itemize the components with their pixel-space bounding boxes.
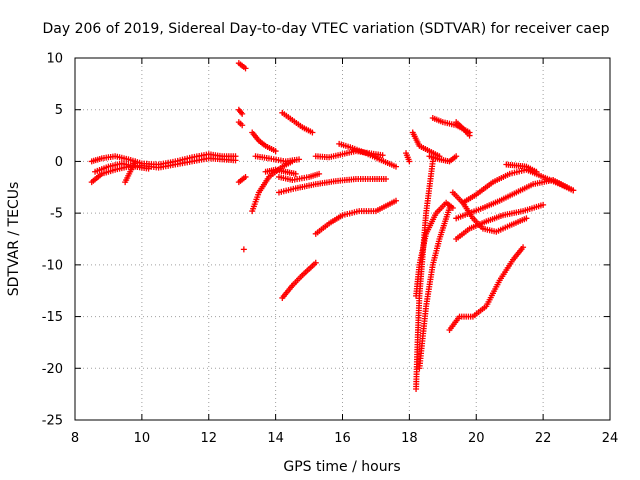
series-arc-13a-mid xyxy=(252,153,303,165)
data-point xyxy=(393,197,399,204)
y-tick-label: 5 xyxy=(55,103,63,118)
series-point-13-low xyxy=(240,246,247,253)
y-axis-title: SDTVAR / TECUs xyxy=(6,182,22,297)
data-point xyxy=(145,165,152,172)
x-tick-label: 12 xyxy=(200,431,217,446)
x-axis-title: GPS time / hours xyxy=(283,459,400,475)
series-arc-13a-up xyxy=(249,129,279,155)
series-arc-20-mid xyxy=(453,177,577,222)
series-arc-14-neg xyxy=(279,259,319,301)
x-tick-label: 20 xyxy=(468,431,485,446)
data-point xyxy=(272,148,279,155)
grid-lines xyxy=(75,58,610,420)
x-tick-label: 24 xyxy=(602,431,619,446)
data-point xyxy=(132,158,139,165)
series-arc-13a-low xyxy=(262,166,299,177)
series-arc-21-top xyxy=(503,161,540,175)
x-tick-label: 18 xyxy=(401,431,418,446)
axis-ticks xyxy=(74,57,611,421)
series-early-spur xyxy=(122,158,139,186)
data-point xyxy=(523,215,530,222)
chart-title: Day 206 of 2019, Sidereal Day-to-day VTE… xyxy=(43,21,610,37)
series-arc-13a-down xyxy=(249,158,296,215)
series-arc-19-neg xyxy=(446,244,527,334)
data-point xyxy=(446,204,453,211)
data-point xyxy=(240,246,247,253)
data-point xyxy=(570,187,577,194)
data-point xyxy=(520,244,527,251)
y-tick-label: 0 xyxy=(55,155,63,170)
data-point xyxy=(292,170,299,177)
data-point xyxy=(466,132,473,139)
data-point xyxy=(533,168,540,175)
series-arc-14-upper xyxy=(279,109,316,136)
data-point xyxy=(289,158,296,165)
series-arc-20-up xyxy=(459,166,577,206)
data-point xyxy=(406,158,413,165)
data-point xyxy=(379,152,386,159)
data-point xyxy=(232,157,239,164)
series-arc-13-c xyxy=(235,173,249,186)
series-dive-c xyxy=(416,204,453,372)
series-arc-14-b xyxy=(275,176,389,196)
y-tick-label: -25 xyxy=(42,414,63,429)
series-arc-20-low xyxy=(453,201,547,242)
series-arc-16-cross xyxy=(336,140,399,170)
data-point xyxy=(316,170,323,177)
y-tick-label: -10 xyxy=(42,258,63,273)
series-arc-13-top xyxy=(235,60,249,72)
y-tick-labels: 10 5 0 -5 -10 -15 -20 -25 xyxy=(42,52,63,429)
series-arc-13-b xyxy=(235,119,246,129)
data-point xyxy=(296,156,303,163)
x-tick-label: 14 xyxy=(267,431,284,446)
data-points xyxy=(88,60,577,392)
y-tick-label: 10 xyxy=(46,52,63,67)
data-point xyxy=(382,176,389,183)
data-point xyxy=(393,163,399,170)
x-tick-label: 22 xyxy=(535,431,552,446)
data-point xyxy=(540,201,547,208)
series-arc-18-right xyxy=(426,153,460,165)
data-point xyxy=(453,153,460,160)
y-tick-label: -5 xyxy=(50,207,63,222)
x-tick-label: 10 xyxy=(134,431,151,446)
data-point xyxy=(239,122,246,129)
y-tick-label: -20 xyxy=(42,362,63,377)
series-arc-195-a xyxy=(453,119,473,139)
series-arc-13-a xyxy=(235,106,246,117)
data-point xyxy=(309,129,316,136)
data-point xyxy=(242,65,249,72)
x-tick-label: 8 xyxy=(71,431,79,446)
x-tick-label: 16 xyxy=(334,431,351,446)
series-arc-15-descend xyxy=(312,197,399,237)
y-tick-label: -15 xyxy=(42,310,63,325)
series-arc-18-small-b xyxy=(409,129,443,160)
data-point xyxy=(429,158,436,165)
data-point xyxy=(242,173,249,180)
series-arc-18-small-a xyxy=(403,150,413,165)
data-point xyxy=(312,259,319,266)
x-tick-labels: 8 10 12 14 16 18 20 22 24 xyxy=(71,431,618,446)
series-arc-14-a xyxy=(275,170,323,184)
data-point xyxy=(239,110,246,117)
